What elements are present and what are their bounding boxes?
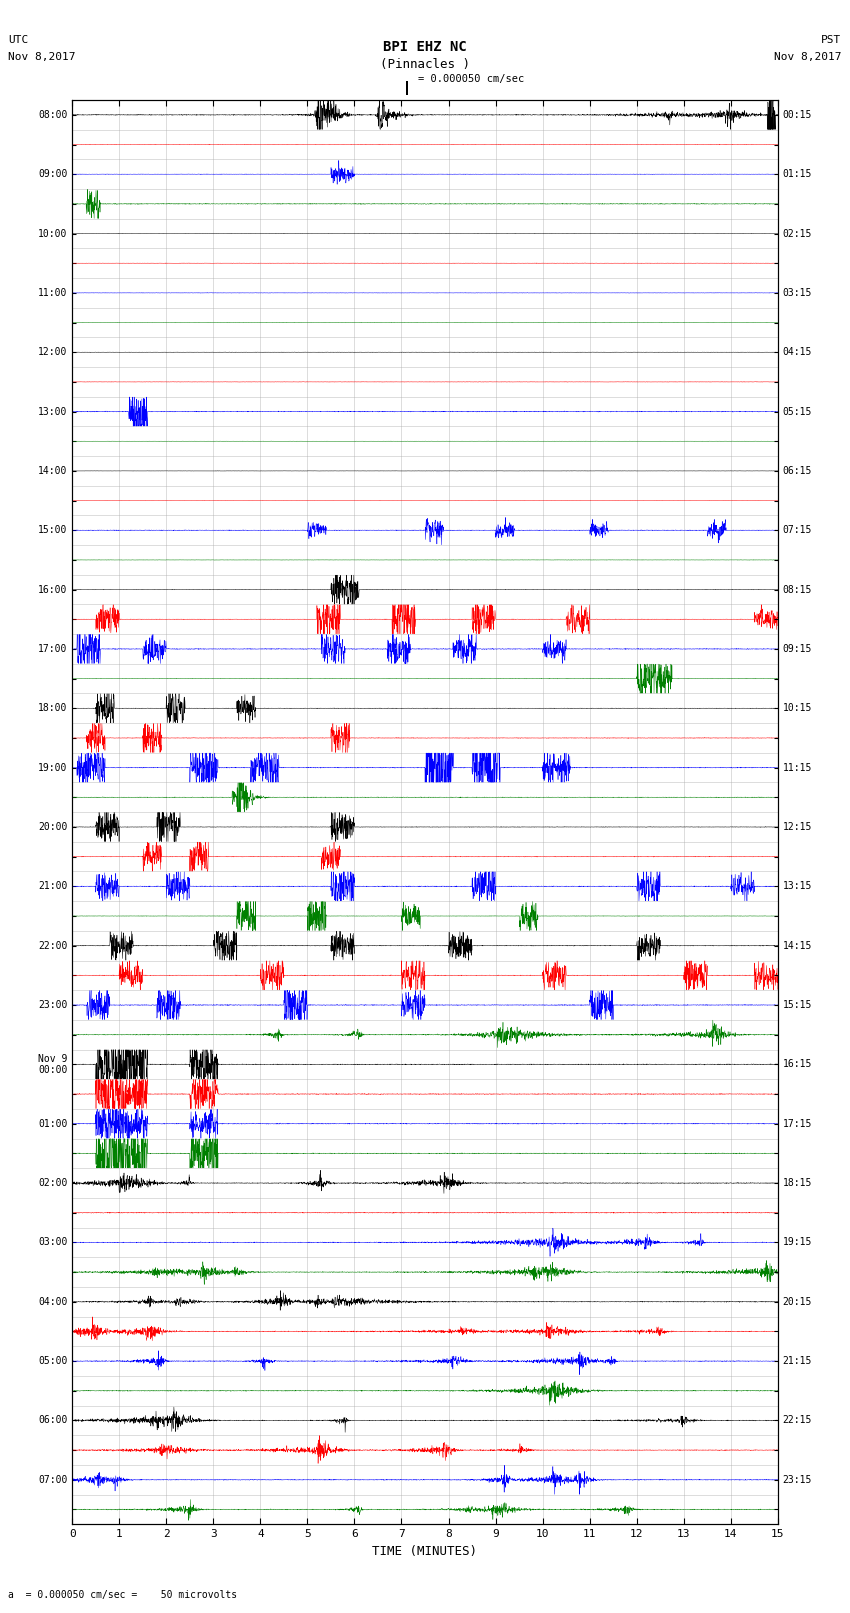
X-axis label: TIME (MINUTES): TIME (MINUTES) bbox=[372, 1545, 478, 1558]
Text: BPI EHZ NC: BPI EHZ NC bbox=[383, 40, 467, 55]
Text: PST: PST bbox=[821, 35, 842, 45]
Text: UTC: UTC bbox=[8, 35, 29, 45]
Text: a  = 0.000050 cm/sec =    50 microvolts: a = 0.000050 cm/sec = 50 microvolts bbox=[8, 1590, 238, 1600]
Text: Nov 8,2017: Nov 8,2017 bbox=[8, 52, 76, 61]
Text: Nov 8,2017: Nov 8,2017 bbox=[774, 52, 842, 61]
Text: = 0.000050 cm/sec: = 0.000050 cm/sec bbox=[418, 74, 524, 84]
Text: (Pinnacles ): (Pinnacles ) bbox=[380, 58, 470, 71]
